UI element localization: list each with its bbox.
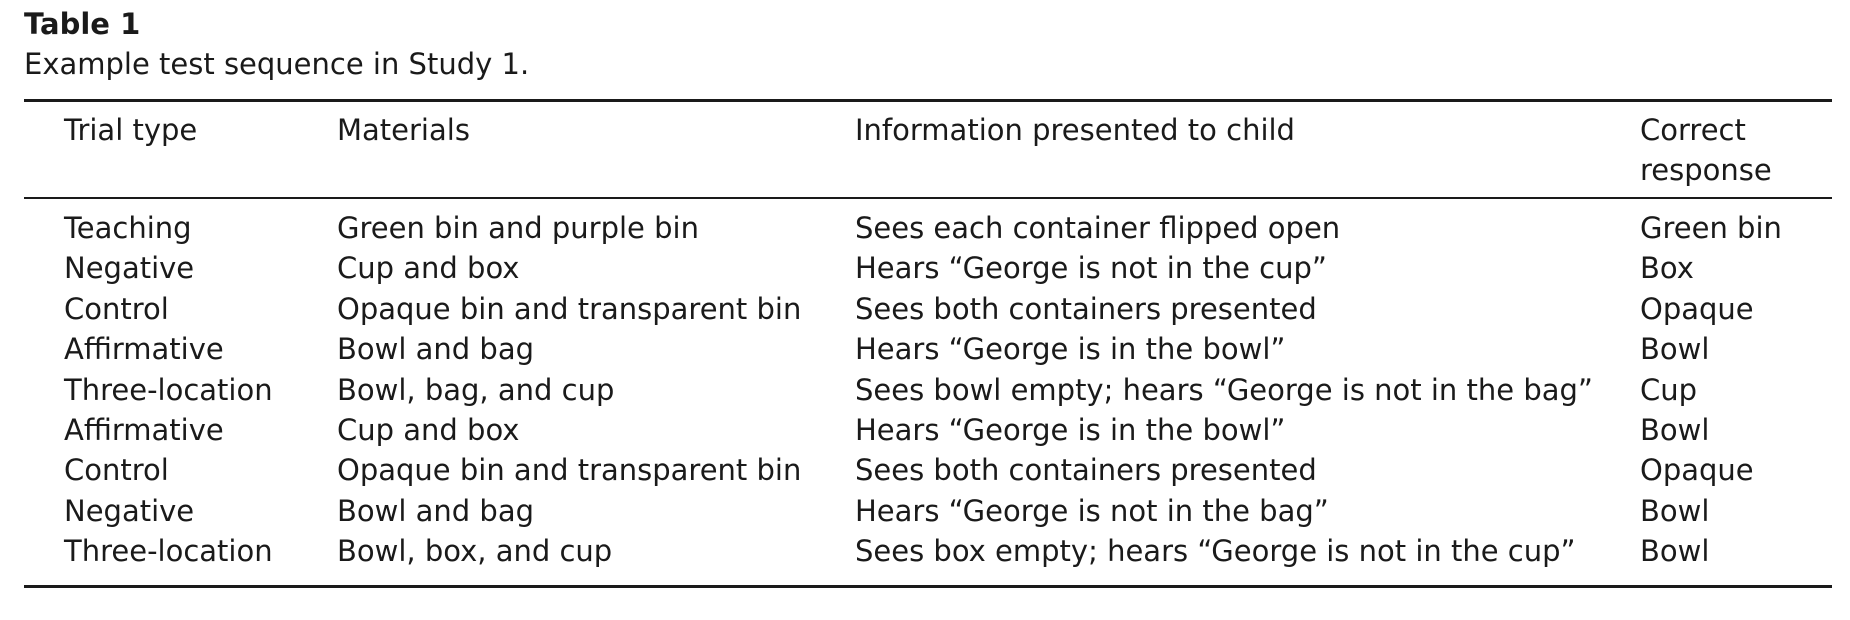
trial-type-cell: Three-location [64,534,273,569]
trial-type-cell: Negative [64,251,195,286]
trial-type-cell: Control [64,291,169,326]
materials-cell: Bowl and bag [337,493,534,528]
correct-response-cell: Bowl [1640,413,1710,447]
materials-cell: Bowl, bag, and cup [337,372,615,407]
information-cell: Sees box empty; hears “George is not in … [855,534,1576,569]
materials-cell: Opaque bin and transparent bin [337,453,802,488]
correct-response-cell: Opaque [1640,291,1754,326]
correct-response-cell: Bowl [1640,332,1710,367]
trial-type-cell: Affirmative [64,332,224,367]
correct-response-cell: Box [1640,251,1694,286]
trial-type-cell: Control [64,453,169,488]
trial-type-cell: Negative [64,493,195,528]
header-correct-response: Correct response [1640,113,1772,187]
trial-type-cell: Three-location [64,372,273,407]
table-caption-block: Table 1 Example test sequence in Study 1… [24,4,529,84]
correct-response-cell: Bowl [1640,534,1710,569]
correct-response-cell: Green bin [1640,211,1782,245]
information-cell: Sees both containers presented [855,453,1317,488]
materials-cell: Cup and box [337,251,520,286]
bottom-rule [24,585,1832,588]
materials-cell: Bowl and bag [337,332,534,367]
information-cell: Hears “George is in the bowl” [855,413,1286,447]
information-cell: Hears “George is not in the bag” [855,493,1329,528]
table-caption: Example test sequence in Study 1. [24,47,530,81]
information-cell: Hears “George is in the bowl” [855,332,1286,367]
materials-cell: Opaque bin and transparent bin [337,291,802,326]
information-cell: Hears “George is not in the cup” [855,251,1327,286]
information-cell: Sees bowl empty; hears “George is not in… [855,372,1593,407]
header-rule [24,197,1832,199]
header-information: Information presented to child [855,113,1295,147]
materials-cell: Cup and box [337,413,520,447]
trial-type-cell: Teaching [64,211,192,245]
correct-response-cell: Cup [1640,372,1698,407]
information-cell: Sees both containers presented [855,291,1317,326]
table-label: Table 1 [24,7,141,41]
top-rule [24,99,1832,102]
materials-cell: Bowl, box, and cup [337,534,613,569]
trial-type-cell: Affirmative [64,413,224,447]
header-trial-type: Trial type [64,113,198,147]
correct-response-cell: Bowl [1640,493,1710,528]
header-materials: Materials [337,113,470,147]
correct-response-cell: Opaque [1640,453,1754,488]
materials-cell: Green bin and purple bin [337,211,699,245]
information-cell: Sees each container flipped open [855,211,1341,245]
